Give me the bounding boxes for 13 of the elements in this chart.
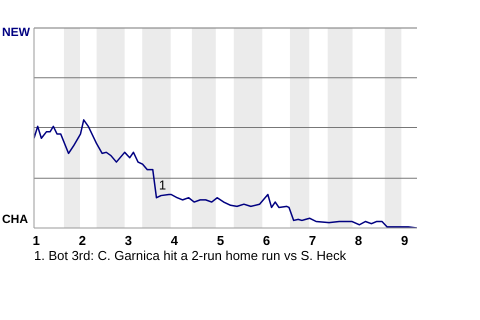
x-tick-label: 9: [400, 233, 408, 248]
x-tick-label: 1: [32, 233, 40, 248]
x-tick-label: 7: [308, 233, 316, 248]
text: 1. Bot 3rd: C. Garnica hit a 2-run home run vs S. Heck: [34, 248, 348, 263]
annotation: 1: [158, 177, 166, 192]
x-tick-label: 3: [124, 233, 132, 248]
x-tick-label: 8: [354, 233, 362, 248]
text: NEW: [2, 25, 30, 39]
x-tick-label: 6: [262, 233, 270, 248]
x-tick-label: 2: [78, 233, 86, 248]
text: CHA: [2, 212, 28, 226]
x-tick-label: 5: [216, 233, 224, 248]
x-tick-label: 4: [170, 233, 179, 248]
